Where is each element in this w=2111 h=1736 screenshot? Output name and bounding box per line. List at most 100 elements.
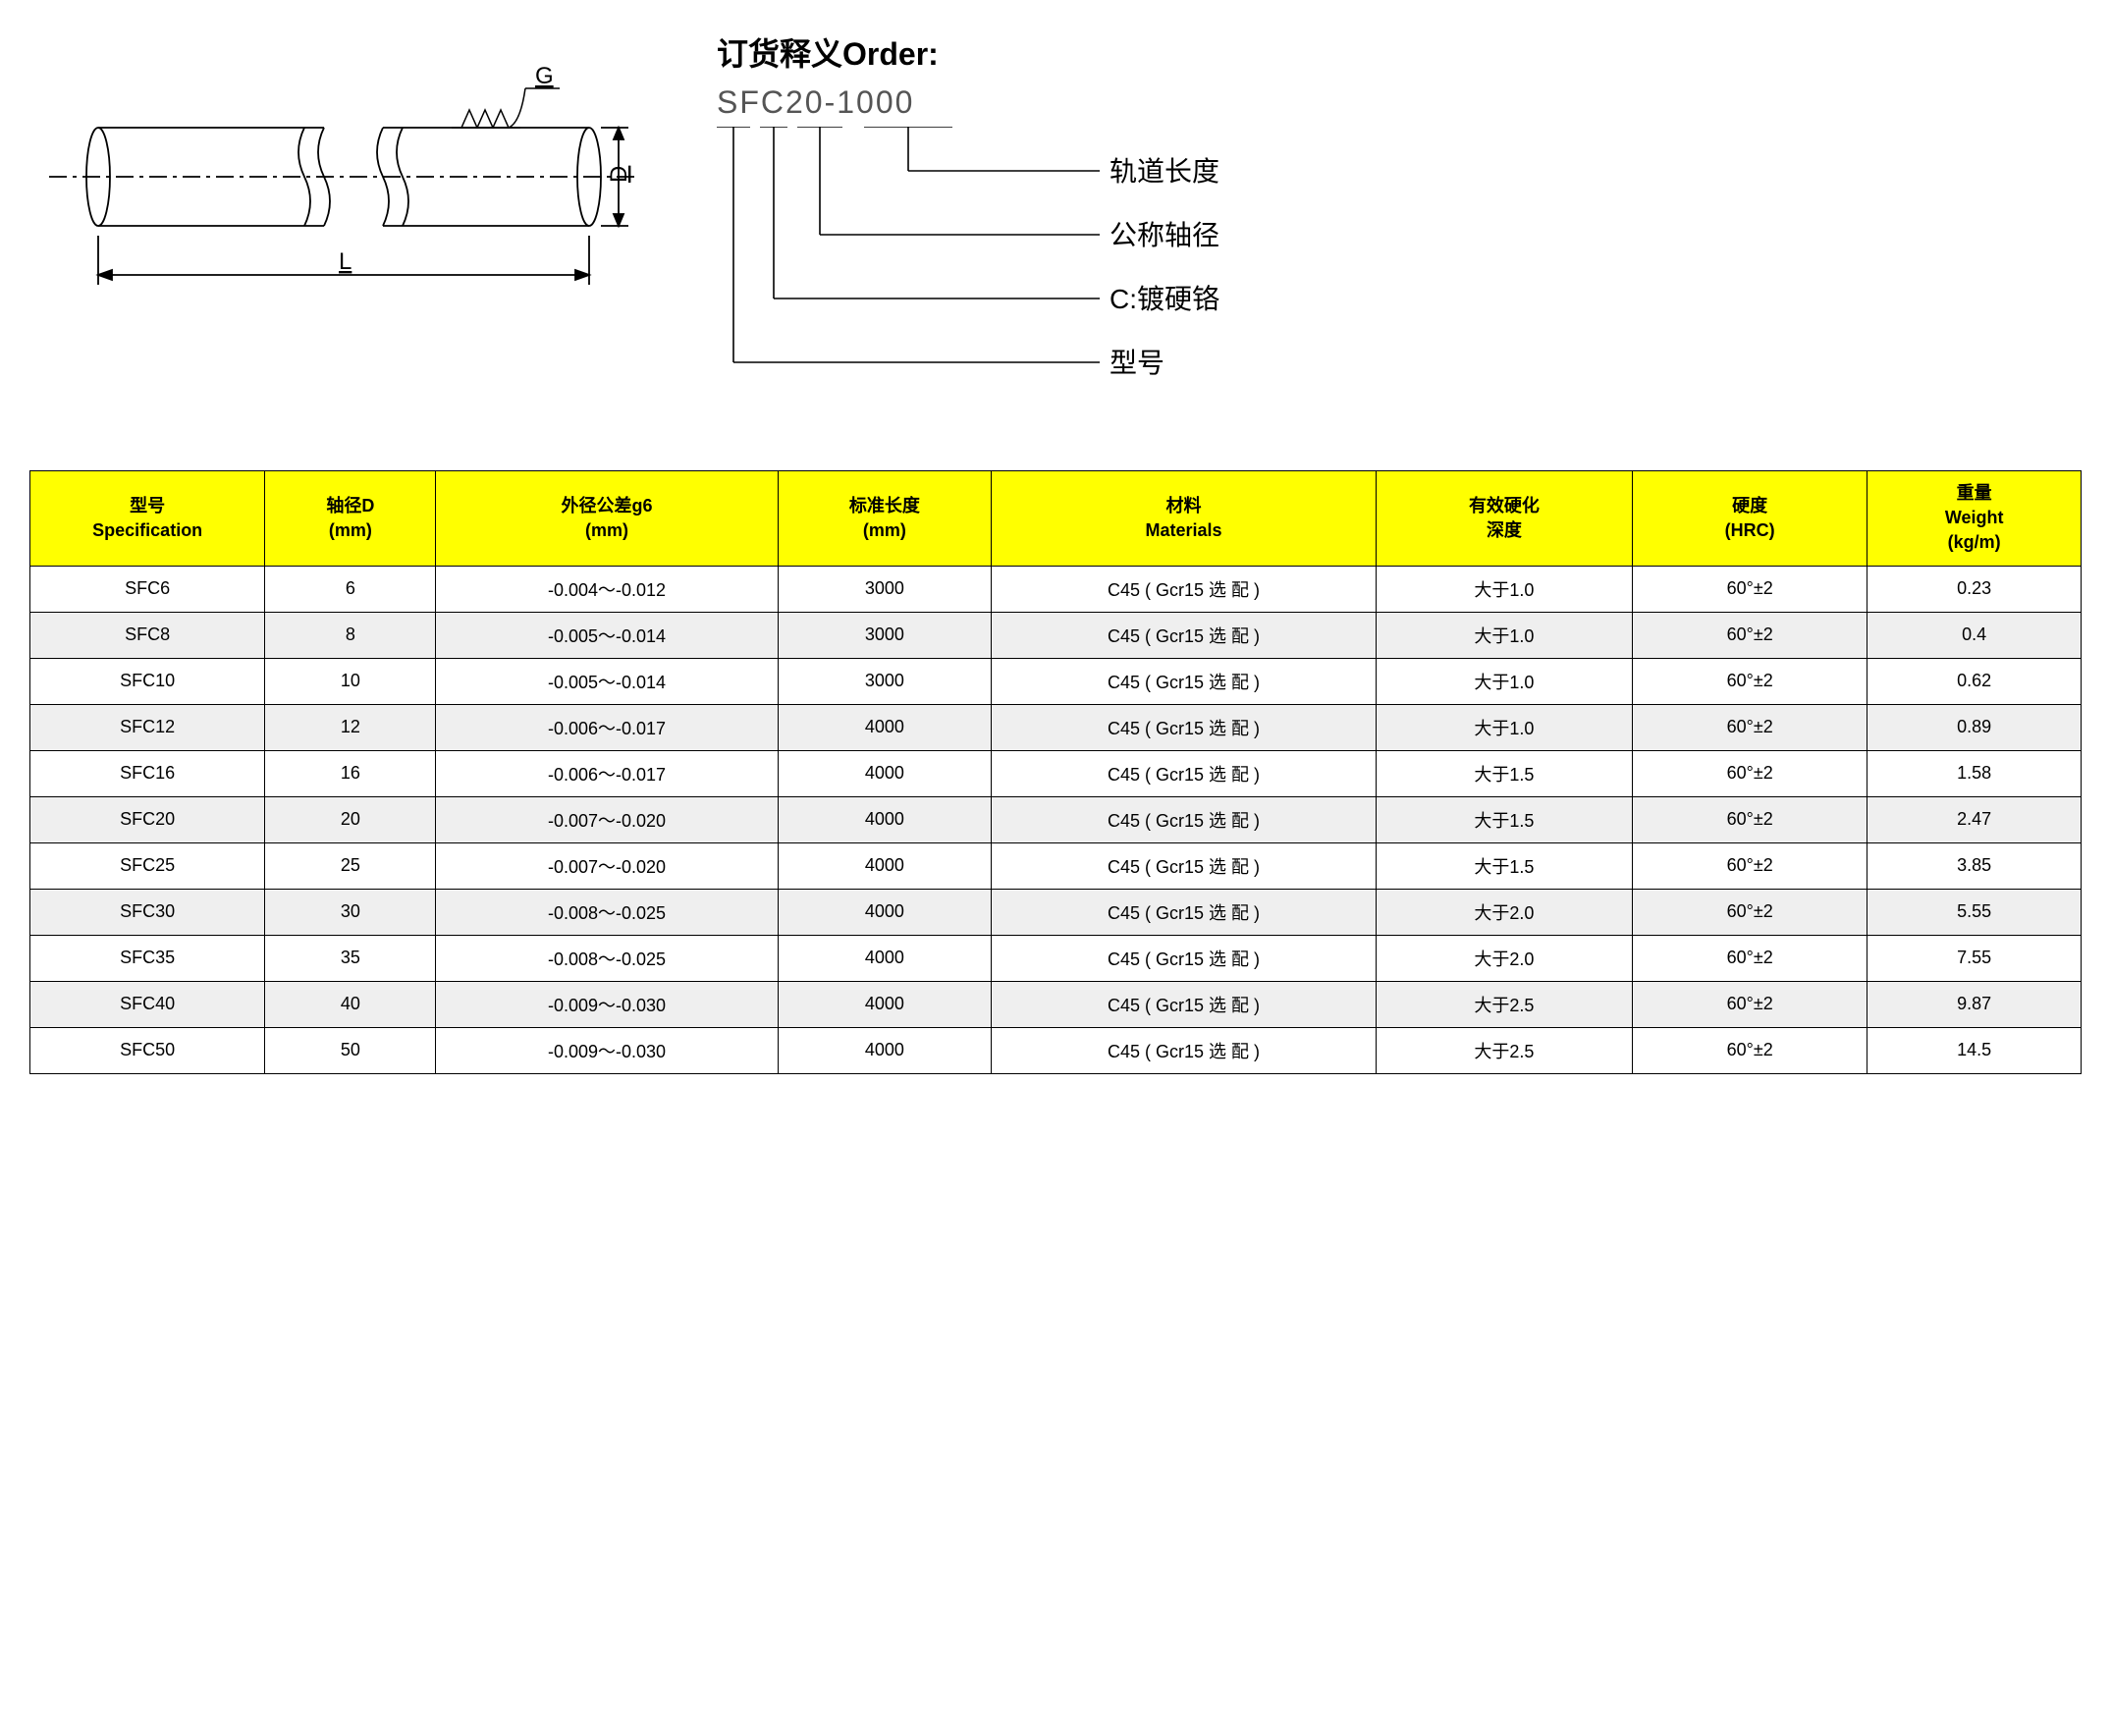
- order-label-coating: C:镀硬铬: [1110, 284, 1219, 314]
- spec-col-header: 硬度(HRC): [1633, 471, 1867, 567]
- table-row: SFC66-0.004～-0.0123000C45 ( Gcr15 选 配 )大…: [30, 566, 2082, 612]
- table-cell: SFC50: [30, 1027, 265, 1073]
- table-cell: 60°±2: [1633, 889, 1867, 935]
- table-cell: 60°±2: [1633, 750, 1867, 796]
- table-cell: 4000: [778, 842, 992, 889]
- table-cell: C45 ( Gcr15 选 配 ): [992, 796, 1377, 842]
- table-cell: 60°±2: [1633, 796, 1867, 842]
- table-cell: 10: [265, 658, 436, 704]
- order-code: SFC20-1000: [717, 84, 2082, 121]
- table-cell: 60°±2: [1633, 612, 1867, 658]
- diagram-label-g: G: [535, 63, 554, 89]
- table-cell: -0.008～-0.025: [436, 935, 778, 981]
- table-cell: -0.004～-0.012: [436, 566, 778, 612]
- table-cell: C45 ( Gcr15 选 配 ): [992, 935, 1377, 981]
- order-title: 订货释义Order:: [717, 29, 2082, 75]
- table-row: SFC1616-0.006～-0.0174000C45 ( Gcr15 选 配 …: [30, 750, 2082, 796]
- spec-col-header: 材料Materials: [992, 471, 1377, 567]
- table-cell: SFC16: [30, 750, 265, 796]
- table-cell: 50: [265, 1027, 436, 1073]
- table-cell: 3000: [778, 566, 992, 612]
- spec-col-header: 型号Specification: [30, 471, 265, 567]
- table-cell: SFC35: [30, 935, 265, 981]
- shaft-diagram: G D L: [29, 29, 658, 329]
- table-cell: C45 ( Gcr15 选 配 ): [992, 842, 1377, 889]
- table-row: SFC1010-0.005～-0.0143000C45 ( Gcr15 选 配 …: [30, 658, 2082, 704]
- table-cell: 60°±2: [1633, 935, 1867, 981]
- table-cell: C45 ( Gcr15 选 配 ): [992, 612, 1377, 658]
- table-cell: -0.007～-0.020: [436, 842, 778, 889]
- table-cell: SFC25: [30, 842, 265, 889]
- table-cell: SFC8: [30, 612, 265, 658]
- diagram-label-l: L: [339, 248, 352, 275]
- table-cell: 大于2.5: [1376, 1027, 1632, 1073]
- table-cell: -0.009～-0.030: [436, 1027, 778, 1073]
- table-cell: 25: [265, 842, 436, 889]
- table-cell: 大于1.5: [1376, 750, 1632, 796]
- table-cell: 大于1.0: [1376, 658, 1632, 704]
- table-cell: SFC30: [30, 889, 265, 935]
- table-cell: 9.87: [1867, 981, 2082, 1027]
- table-cell: 8: [265, 612, 436, 658]
- table-cell: SFC6: [30, 566, 265, 612]
- table-cell: 4000: [778, 981, 992, 1027]
- table-cell: 大于2.0: [1376, 889, 1632, 935]
- table-cell: C45 ( Gcr15 选 配 ): [992, 704, 1377, 750]
- table-cell: 20: [265, 796, 436, 842]
- table-row: SFC3030-0.008～-0.0254000C45 ( Gcr15 选 配 …: [30, 889, 2082, 935]
- table-cell: 大于2.0: [1376, 935, 1632, 981]
- order-explanation: 订货释义Order: SFC20-1000: [717, 29, 2082, 421]
- table-cell: -0.006～-0.017: [436, 704, 778, 750]
- table-cell: 60°±2: [1633, 1027, 1867, 1073]
- table-cell: -0.005～-0.014: [436, 658, 778, 704]
- table-row: SFC2020-0.007～-0.0204000C45 ( Gcr15 选 配 …: [30, 796, 2082, 842]
- order-label-length: 轨道长度: [1110, 156, 1219, 187]
- table-cell: 3000: [778, 658, 992, 704]
- table-cell: 60°±2: [1633, 842, 1867, 889]
- table-cell: 60°±2: [1633, 981, 1867, 1027]
- table-cell: 0.4: [1867, 612, 2082, 658]
- table-cell: 4000: [778, 935, 992, 981]
- table-cell: -0.008～-0.025: [436, 889, 778, 935]
- table-cell: 6: [265, 566, 436, 612]
- table-cell: 60°±2: [1633, 658, 1867, 704]
- table-cell: C45 ( Gcr15 选 配 ): [992, 566, 1377, 612]
- table-cell: SFC20: [30, 796, 265, 842]
- table-cell: C45 ( Gcr15 选 配 ): [992, 750, 1377, 796]
- table-cell: -0.005～-0.014: [436, 612, 778, 658]
- order-breakdown-svg: 轨道长度 公称轴径 C:镀硬铬 型号: [717, 127, 1424, 421]
- spec-col-header: 外径公差g6(mm): [436, 471, 778, 567]
- table-cell: SFC10: [30, 658, 265, 704]
- table-row: SFC1212-0.006～-0.0174000C45 ( Gcr15 选 配 …: [30, 704, 2082, 750]
- spec-header-row: 型号Specification轴径D(mm)外径公差g6(mm)标准长度(mm)…: [30, 471, 2082, 567]
- table-cell: SFC40: [30, 981, 265, 1027]
- spec-col-header: 标准长度(mm): [778, 471, 992, 567]
- table-cell: 2.47: [1867, 796, 2082, 842]
- spec-table-head: 型号Specification轴径D(mm)外径公差g6(mm)标准长度(mm)…: [30, 471, 2082, 567]
- table-cell: 35: [265, 935, 436, 981]
- table-cell: 60°±2: [1633, 566, 1867, 612]
- table-cell: 大于1.5: [1376, 842, 1632, 889]
- table-cell: 60°±2: [1633, 704, 1867, 750]
- table-cell: -0.009～-0.030: [436, 981, 778, 1027]
- spec-table-body: SFC66-0.004～-0.0123000C45 ( Gcr15 选 配 )大…: [30, 566, 2082, 1073]
- spec-table: 型号Specification轴径D(mm)外径公差g6(mm)标准长度(mm)…: [29, 470, 2082, 1074]
- table-cell: C45 ( Gcr15 选 配 ): [992, 658, 1377, 704]
- spec-col-header: 有效硬化深度: [1376, 471, 1632, 567]
- table-cell: -0.006～-0.017: [436, 750, 778, 796]
- table-cell: 大于1.0: [1376, 704, 1632, 750]
- table-cell: 14.5: [1867, 1027, 2082, 1073]
- table-cell: 0.89: [1867, 704, 2082, 750]
- table-cell: 0.23: [1867, 566, 2082, 612]
- table-row: SFC5050-0.009～-0.0304000C45 ( Gcr15 选 配 …: [30, 1027, 2082, 1073]
- table-cell: C45 ( Gcr15 选 配 ): [992, 1027, 1377, 1073]
- table-row: SFC3535-0.008～-0.0254000C45 ( Gcr15 选 配 …: [30, 935, 2082, 981]
- table-cell: 16: [265, 750, 436, 796]
- table-cell: SFC12: [30, 704, 265, 750]
- table-cell: 3000: [778, 612, 992, 658]
- table-row: SFC4040-0.009～-0.0304000C45 ( Gcr15 选 配 …: [30, 981, 2082, 1027]
- table-cell: 7.55: [1867, 935, 2082, 981]
- table-cell: 4000: [778, 704, 992, 750]
- diagram-label-d: D: [606, 166, 632, 183]
- table-cell: 12: [265, 704, 436, 750]
